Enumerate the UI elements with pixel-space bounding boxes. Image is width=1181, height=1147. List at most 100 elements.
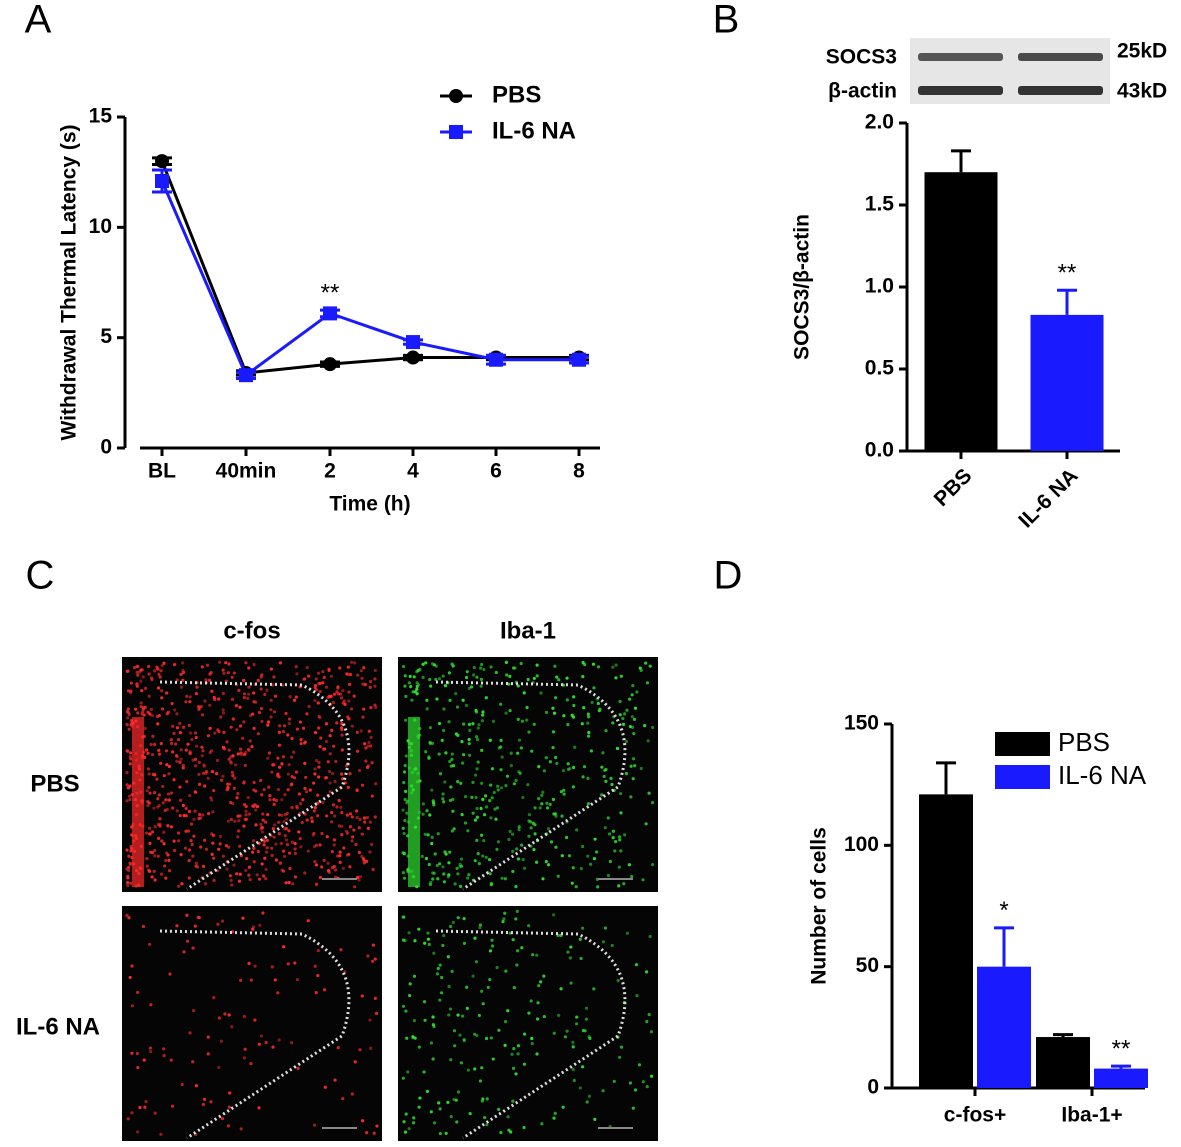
cell-dot bbox=[589, 862, 593, 866]
cell-dot bbox=[355, 809, 359, 813]
cell-dot bbox=[442, 934, 446, 938]
cell-dot bbox=[633, 706, 638, 710]
cell-dot bbox=[205, 663, 210, 667]
cell-dot bbox=[167, 772, 171, 776]
cell-dot bbox=[280, 762, 284, 766]
cell-dot bbox=[360, 783, 365, 787]
cell-dot bbox=[201, 749, 205, 753]
cell-dot bbox=[443, 684, 448, 688]
cell-dot bbox=[516, 857, 521, 861]
cell-dot bbox=[325, 814, 329, 818]
cell-dot bbox=[323, 988, 327, 992]
cell-dot bbox=[136, 990, 140, 995]
cell-dot bbox=[470, 795, 474, 799]
cell-dot bbox=[449, 1058, 453, 1062]
cell-dot bbox=[316, 701, 320, 705]
cell-dot bbox=[481, 713, 485, 717]
cell-dot bbox=[521, 858, 525, 862]
cell-dot bbox=[434, 677, 438, 682]
cell-dot bbox=[293, 851, 298, 856]
y-tick-label: 5 bbox=[100, 325, 112, 348]
cell-dot bbox=[182, 950, 186, 954]
cell-dot bbox=[170, 701, 174, 706]
cell-dot bbox=[403, 797, 407, 802]
cell-dot bbox=[328, 752, 332, 756]
cell-dot bbox=[180, 661, 185, 665]
cell-dot bbox=[444, 852, 448, 856]
cell-dot bbox=[596, 885, 600, 889]
legend-swatch bbox=[995, 765, 1050, 789]
cell-dot bbox=[287, 763, 291, 767]
cell-dot bbox=[340, 748, 344, 752]
cell-dot bbox=[485, 1097, 489, 1101]
cell-dot bbox=[152, 806, 156, 810]
cell-dot bbox=[643, 723, 647, 728]
cell-dot bbox=[373, 957, 377, 961]
cell-dot bbox=[490, 938, 494, 942]
cell-dot bbox=[482, 667, 486, 672]
cell-dot bbox=[572, 695, 576, 699]
cell-dot bbox=[220, 1116, 225, 1121]
cell-dot bbox=[367, 729, 371, 733]
cell-dot bbox=[602, 774, 606, 779]
cell-dot bbox=[431, 1015, 435, 1019]
cell-dot bbox=[304, 790, 309, 794]
cell-dot bbox=[579, 867, 583, 871]
cell-dot bbox=[139, 701, 143, 705]
cell-dot bbox=[610, 943, 614, 948]
cell-dot bbox=[318, 875, 322, 880]
cell-dot bbox=[552, 812, 556, 816]
cell-dot bbox=[622, 882, 626, 886]
cell-dot bbox=[332, 692, 337, 696]
cell-dot bbox=[165, 763, 169, 767]
cell-dot bbox=[287, 721, 291, 726]
cell-dot bbox=[260, 862, 264, 866]
cell-dot bbox=[242, 824, 246, 828]
cell-dot bbox=[313, 731, 318, 735]
cell-dot bbox=[574, 885, 578, 889]
cell-dot bbox=[212, 695, 216, 700]
cell-dot bbox=[261, 911, 265, 915]
cell-dot bbox=[125, 799, 129, 803]
cell-dot bbox=[508, 829, 512, 834]
cell-dot bbox=[480, 833, 484, 837]
cell-dot bbox=[467, 873, 471, 877]
cell-dot bbox=[369, 705, 373, 710]
cell-dot bbox=[475, 767, 479, 771]
cell-dot bbox=[347, 690, 351, 694]
cell-dot bbox=[509, 751, 513, 755]
cell-dot bbox=[360, 855, 364, 859]
cell-dot bbox=[192, 834, 196, 838]
cell-dot bbox=[541, 877, 545, 881]
cell-dot bbox=[537, 797, 541, 801]
cell-dot bbox=[362, 861, 366, 865]
cell-dot bbox=[206, 734, 210, 738]
cell-dot bbox=[282, 724, 287, 728]
cell-dot bbox=[189, 839, 193, 843]
cell-dot bbox=[580, 926, 585, 930]
cell-dot bbox=[136, 1130, 140, 1134]
cell-dot bbox=[330, 728, 334, 732]
cell-dot bbox=[562, 788, 566, 792]
cell-dot bbox=[199, 704, 203, 709]
cell-dot bbox=[298, 836, 302, 841]
cell-dot bbox=[410, 698, 414, 702]
cell-dot bbox=[268, 798, 272, 802]
cell-dot bbox=[517, 738, 522, 742]
cell-dot bbox=[352, 694, 356, 698]
cell-dot bbox=[425, 1089, 429, 1093]
cell-dot bbox=[630, 693, 634, 697]
cell-dot bbox=[135, 670, 139, 674]
cell-dot bbox=[324, 685, 329, 689]
cell-dot bbox=[262, 874, 266, 878]
cell-dot bbox=[645, 681, 650, 685]
cell-dot bbox=[153, 825, 157, 829]
cell-dot bbox=[264, 1040, 268, 1045]
cell-dot bbox=[522, 1032, 527, 1036]
cell-dot bbox=[474, 735, 479, 739]
cell-dot bbox=[526, 783, 530, 787]
cell-dot bbox=[426, 833, 430, 837]
cell-dot bbox=[546, 863, 551, 867]
cell-dot bbox=[203, 882, 208, 886]
cell-dot bbox=[624, 739, 628, 744]
